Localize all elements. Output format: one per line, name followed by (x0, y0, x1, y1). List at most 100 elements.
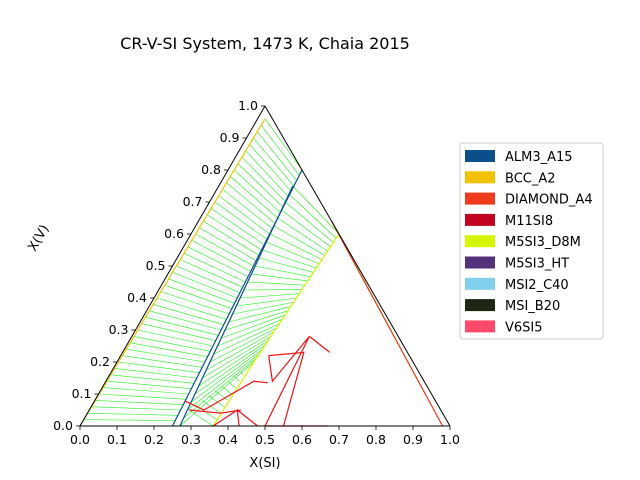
tie-line-46 (257, 131, 297, 181)
tie-line-55 (202, 336, 272, 379)
boundary-8 (236, 409, 258, 427)
tie-line-48 (264, 118, 303, 171)
tie-line-53 (194, 344, 266, 395)
tie-line-106 (208, 395, 225, 408)
boundary-4 (331, 220, 444, 427)
tie-line-70 (258, 257, 314, 273)
y-tick-label-5: 0.5 (146, 258, 166, 273)
tie-line-66 (243, 289, 303, 291)
tie-line-63 (232, 301, 294, 315)
tie-line-21 (160, 291, 230, 315)
tie-line-40 (233, 169, 281, 213)
legend-label-4: M5SI3_D8M (505, 235, 581, 250)
x-tick-label-9: 0.9 (403, 432, 423, 447)
boundary-5 (184, 380, 268, 411)
legend-label-1: BCC_A2 (505, 171, 556, 186)
tie-line-76 (281, 209, 331, 248)
tie-line-79 (292, 185, 340, 235)
tie-line-15 (137, 329, 214, 347)
x-tick-label-3: 0.3 (181, 432, 201, 447)
tie-line-2 (87, 412, 178, 416)
y-ticks: 0.0 0.1 0.2 0.3 0.4 0.5 0.6 0.7 0.8 0.9 1.0 (53, 98, 265, 433)
tie-line-73 (270, 233, 323, 260)
legend-swatch-0 (465, 150, 495, 162)
boundary-0 (79, 118, 266, 427)
tie-line-54 (198, 340, 269, 387)
tie-line-19 (153, 304, 224, 325)
tie-line-110 (234, 376, 240, 382)
boundary-3 (212, 233, 340, 427)
tie-line-52 (191, 348, 263, 403)
y-axis-label: X(V) (25, 222, 52, 254)
tie-line-77 (285, 201, 334, 243)
x-tick-label-8: 0.8 (366, 432, 386, 447)
tie-line-7 (106, 380, 192, 389)
tie-line-20 (156, 297, 227, 320)
tie-line-74 (273, 225, 325, 256)
tie-line-22 (164, 284, 232, 309)
legend-label-2: DIAMOND_A4 (505, 193, 593, 208)
tie-line-41 (237, 163, 284, 208)
tie-line-78 (288, 193, 337, 239)
tie-line-38 (226, 182, 276, 224)
tie-line-29 (191, 240, 251, 272)
boundary-6 (189, 409, 242, 414)
tie-line-109 (227, 380, 236, 388)
tie-lines (80, 118, 443, 427)
tie-line-107 (214, 390, 229, 401)
y-tick-label-7: 0.7 (183, 194, 203, 209)
tie-line-65 (240, 293, 300, 299)
tie-line-18 (149, 310, 222, 331)
tie-line-103 (188, 409, 214, 427)
y-tick-label-2: 0.2 (90, 354, 110, 369)
y-tick-label-0: 0.0 (53, 418, 73, 433)
tie-line-108 (221, 385, 232, 395)
tie-line-36 (218, 195, 270, 235)
tie-line-14 (133, 336, 211, 352)
tie-line-69 (255, 265, 311, 277)
x-tick-label-5: 0.5 (255, 432, 275, 447)
tie-line-61 (224, 310, 289, 331)
tie-line-28 (187, 246, 249, 277)
tie-line-27 (183, 252, 246, 283)
tie-line-16 (141, 323, 216, 341)
boundary-2 (179, 185, 294, 427)
tie-line-60 (221, 314, 286, 339)
tie-line-39 (230, 176, 278, 219)
y-tick-label-8: 0.8 (201, 162, 221, 177)
legend-label-0: ALM3_A15 (505, 150, 573, 165)
x-tick-label-10: 1.0 (440, 432, 460, 447)
legend-swatch-4 (465, 235, 495, 248)
hypotenuse-line (264, 105, 451, 427)
tie-line-105 (201, 400, 221, 414)
x-tick-label-1: 0.1 (107, 432, 127, 447)
x-tick-label-0: 0.0 (70, 432, 90, 447)
y-tick-label-4: 0.4 (127, 290, 147, 305)
tie-line-112 (246, 366, 248, 369)
tie-line-37 (222, 188, 273, 229)
tie-line-58 (213, 323, 280, 355)
tie-line-4 (95, 400, 184, 405)
y-tick-label-1: 0.1 (72, 386, 92, 401)
y-tick-label-10: 1.0 (238, 98, 258, 113)
legend: ALM3_A15 BCC_A2 DIAMOND_A4 M11SI8 M5SI3_D8M M… (459, 142, 604, 340)
tie-line-64 (236, 297, 297, 307)
x-tick-label-4: 0.4 (218, 432, 238, 447)
tie-line-47 (260, 125, 300, 176)
tie-line-17 (145, 316, 219, 336)
tie-line-3 (91, 406, 181, 411)
tie-line-11 (122, 355, 203, 368)
boundary-10 (268, 351, 305, 427)
tie-line-1 (83, 419, 176, 421)
boundary-9 (264, 336, 310, 427)
y-tick-label-6: 0.6 (164, 226, 184, 241)
boundary-11 (309, 335, 331, 353)
tie-line-26 (180, 259, 243, 288)
tie-line-56 (206, 331, 274, 371)
tie-line-23 (168, 278, 235, 304)
phase-boundaries (79, 118, 444, 427)
tie-line-10 (118, 361, 200, 373)
y-tick-label-3: 0.3 (109, 322, 129, 337)
tie-line-6 (103, 387, 189, 395)
tie-line-13 (130, 342, 208, 357)
